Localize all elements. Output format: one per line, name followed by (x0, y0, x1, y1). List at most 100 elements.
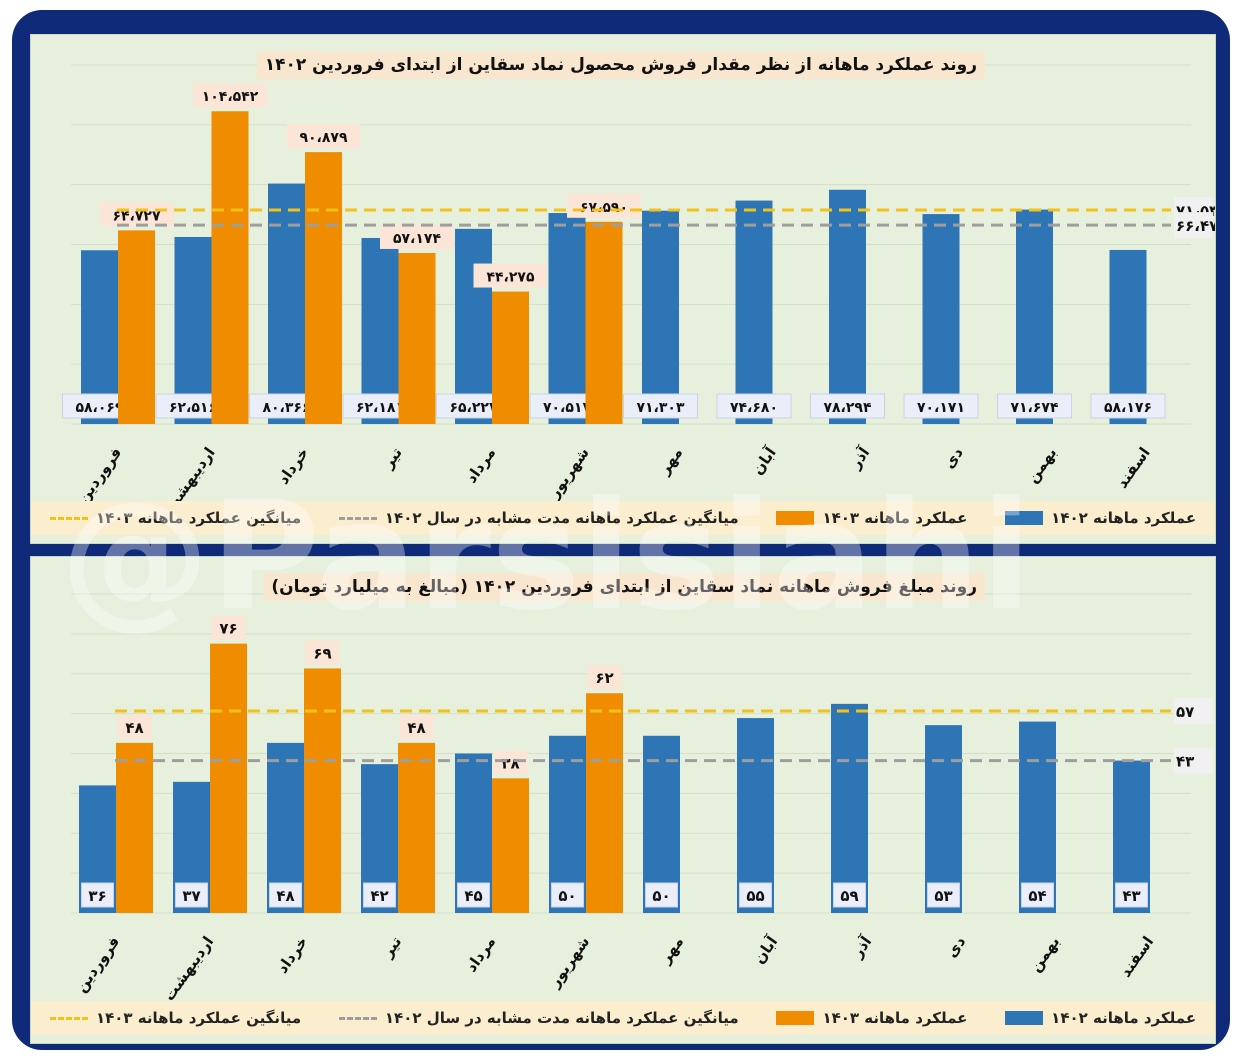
data-label-box-1402 (1115, 882, 1148, 908)
data-label-1402: ۵۰ (558, 887, 576, 905)
bar-1402 (829, 189, 866, 424)
data-label-1402: ۸۰،۳۶۶ (262, 400, 310, 416)
data-label-1402: ۷۱،۶۷۴ (1010, 400, 1058, 416)
legend-1402-swatch (1005, 511, 1044, 525)
quantity-chart: ۵۸،۰۶۹۶۴،۷۲۷فروردین۶۲،۵۱۶۱۰۴،۵۴۲اردیبهشت… (62, 64, 1215, 515)
data-label-1402: ۵۸،۰۶۹ (75, 400, 123, 416)
bar-1403 (585, 221, 623, 424)
data-label-1403: ۶۴،۷۲۷ (112, 208, 160, 224)
category-tick-label: شهریور (545, 933, 593, 991)
legend-1403-label: عملکرد ماهانه ۱۴۰۳ (822, 509, 968, 527)
bar-1402 (1019, 721, 1056, 913)
data-label-1402: ۵۴ (1028, 887, 1046, 905)
data-label-box-1402 (716, 393, 792, 419)
data-label-box-1403 (473, 263, 548, 288)
category-tick-label: مهر (655, 444, 687, 479)
legend-avg-1403: میانگین عملکرد ماهانه ۱۴۰۳ (49, 509, 302, 527)
category-tick-label: مرداد (462, 933, 499, 975)
legend-avg-1402-label: میانگین عملکرد ماهانه مدت مشابه در سال ۱… (384, 1009, 739, 1027)
category-tick-label: فروردین (72, 933, 123, 996)
data-label-1402: ۴۳ (1122, 887, 1140, 905)
category-tick-label: تیر (378, 933, 405, 961)
bar-1402 (925, 725, 962, 913)
data-label-1402: ۶۵،۲۲۷ (449, 400, 497, 416)
data-label-box-1403 (305, 640, 340, 665)
data-label-1403: ۶۹ (313, 644, 331, 662)
data-label-box-1403 (286, 124, 361, 149)
data-label-box-1402 (739, 882, 772, 908)
bar-1402 (548, 213, 586, 424)
bar-1402 (642, 210, 679, 424)
average-line-1402-label-box (1174, 212, 1213, 239)
data-label-1403: ۹۰،۸۷۹ (299, 130, 347, 146)
legend-1402-label: عملکرد ماهانه ۱۴۰۲ (1051, 1009, 1197, 1027)
legend-1403-swatch (776, 1011, 815, 1025)
data-label-1403: ۴۴،۲۷۵ (486, 270, 534, 286)
category-tick-label: خرداد (273, 933, 311, 977)
data-label-box-1402 (81, 882, 114, 908)
bar-1403 (116, 742, 153, 913)
legend-1403-label: عملکرد ماهانه ۱۴۰۳ (822, 1009, 968, 1027)
legend-avg-1403-label: میانگین عملکرد ماهانه ۱۴۰۳ (95, 509, 302, 527)
bar-1402 (268, 183, 305, 424)
amount-chart-legend: میانگین عملکرد ماهانه ۱۴۰۳ میانگین عملکر… (31, 1001, 1215, 1035)
average-line-1402-label: ۴۳ (1176, 753, 1194, 771)
bar-1402 (831, 703, 868, 913)
legend-avg-1403-swatch (49, 1016, 88, 1020)
data-label-1402: ۴۵ (464, 887, 482, 905)
category-tick-label: فروردین (74, 444, 125, 507)
data-label-box-1402 (997, 393, 1072, 419)
average-line-1403-label-box (1174, 697, 1213, 724)
data-label-box-1403 (380, 224, 454, 249)
average-line-1402-label: ۶۶،۴۷۹ (1176, 217, 1215, 235)
bar-1403 (210, 643, 247, 913)
bar-1402 (174, 236, 212, 424)
average-line-1403-label: ۵۷ (1176, 703, 1194, 721)
data-label-1402: ۵۸،۱۷۶ (1104, 400, 1152, 416)
bar-1402 (1016, 209, 1053, 424)
bar-1402 (922, 214, 960, 424)
data-label-1403: ۷۶ (219, 620, 237, 638)
data-label-box-1402 (457, 882, 490, 908)
bar-1403 (492, 778, 529, 913)
data-label-box-1402 (1021, 882, 1054, 908)
data-label-1402: ۵۳ (934, 887, 952, 905)
data-label-1402: ۷۸،۲۹۴ (823, 400, 871, 416)
data-label-1403: ۵۷،۱۷۴ (393, 231, 441, 247)
data-label-1402: ۶۲،۱۸۱ (356, 400, 404, 416)
data-label-box-1403 (117, 714, 152, 739)
category-tick-label: اسفند (1113, 444, 1154, 492)
data-label-box-1402 (623, 393, 698, 419)
data-label-box-1402 (645, 882, 678, 908)
data-label-box-1403 (99, 202, 174, 227)
category-tick-label: تیر (378, 444, 405, 472)
data-label-box-1402 (175, 882, 208, 908)
bar-1403 (492, 291, 529, 424)
legend-1403-swatch (776, 511, 815, 525)
category-tick-label: مهر (656, 933, 688, 968)
data-label-1403: ۶۲ (595, 669, 613, 687)
data-label-box-1402 (810, 393, 885, 419)
data-label-box-1402 (927, 882, 960, 908)
category-tick-label: دی (942, 933, 969, 961)
data-label-1402: ۷۰،۵۱۷ (543, 400, 591, 416)
data-label-1402: ۷۴،۶۸۰ (730, 400, 778, 416)
legend-1402-label: عملکرد ماهانه ۱۴۰۲ (1051, 509, 1197, 527)
data-label-box-1403 (193, 83, 267, 108)
data-label-box-1402 (363, 882, 396, 908)
legend-1402-swatch (1005, 1011, 1044, 1025)
data-label-1403: ۶۷،۵۹۰ (580, 200, 628, 216)
legend-1403: عملکرد ماهانه ۱۴۰۳ (776, 1009, 967, 1027)
data-label-1402: ۷۱،۳۰۳ (636, 400, 684, 416)
data-label-box-1403 (587, 665, 622, 690)
data-label-1402: ۶۲،۵۱۶ (169, 400, 217, 416)
bar-1403 (398, 252, 436, 424)
category-tick-label: خرداد (274, 444, 312, 488)
bar-1402 (735, 200, 773, 424)
bar-1403 (118, 230, 155, 424)
bar-1403 (586, 693, 623, 913)
legend-avg-1403-swatch (49, 516, 88, 520)
bar-1402 (361, 237, 399, 424)
data-label-1403: ۴۸ (407, 719, 425, 737)
category-tick-label: اسفند (1116, 933, 1157, 981)
